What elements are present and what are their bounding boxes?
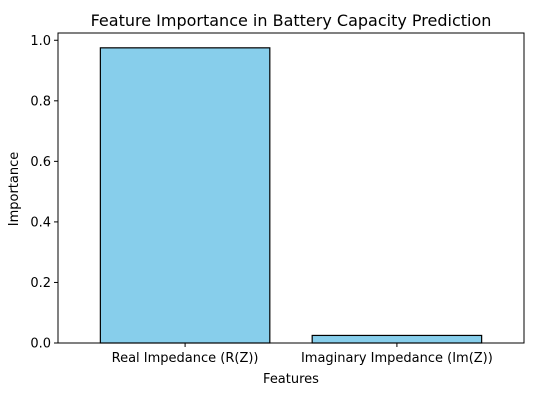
bars-group <box>100 48 481 343</box>
x-tick-label-1: Imaginary Impedance (Im(Z)) <box>301 351 493 366</box>
y-tick-label-0: 0.0 <box>30 337 51 352</box>
y-axis-ticks: 0.0 0.2 0.4 0.6 0.8 1.0 <box>30 34 58 352</box>
y-tick-label-5: 1.0 <box>30 34 51 49</box>
bar-0 <box>100 48 269 343</box>
x-axis-label: Features <box>263 372 319 387</box>
bar-1 <box>312 335 481 343</box>
chart-title: Feature Importance in Battery Capacity P… <box>91 11 492 30</box>
x-axis-ticks: Real Impedance (R(Z)) Imaginary Impedance… <box>112 343 493 366</box>
y-axis-label: Importance <box>7 152 22 227</box>
y-tick-label-1: 0.2 <box>30 276 51 291</box>
y-tick-label-3: 0.6 <box>30 155 51 170</box>
y-tick-label-4: 0.8 <box>30 94 51 109</box>
x-tick-label-0: Real Impedance (R(Z)) <box>112 351 259 366</box>
y-tick-label-2: 0.4 <box>30 215 51 230</box>
